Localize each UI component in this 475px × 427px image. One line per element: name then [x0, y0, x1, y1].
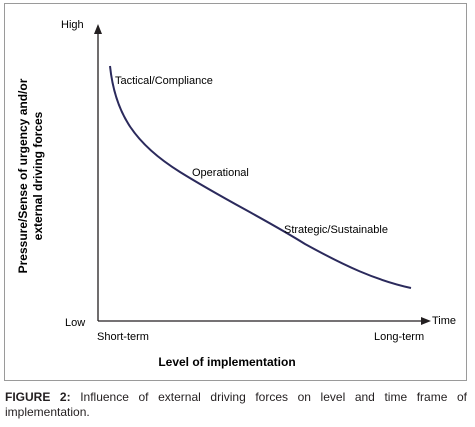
caption-text: Influence of external driving forces on … — [5, 390, 467, 419]
y-high-label: High — [61, 19, 84, 31]
x-time-label: Time — [432, 315, 456, 327]
diagram: High Low Short-term Long-term Time Level… — [16, 19, 456, 369]
figure-frame: High Low Short-term Long-term Time Level… — [4, 3, 467, 381]
strategic-sustainable-label: Strategic/Sustainable — [284, 224, 388, 236]
y-axis-title-line2: external driving forces — [31, 111, 45, 240]
implementation-curve — [109, 65, 412, 289]
y-axis-title-line1: Pressure/Sense of urgency and/or — [16, 78, 30, 273]
x-axis-arrow — [421, 317, 431, 325]
x-long-term-label: Long-term — [374, 331, 424, 343]
x-axis-title: Level of implementation — [158, 355, 295, 369]
y-low-label: Low — [65, 317, 85, 329]
figure-caption: FIGURE 2: Influence of external driving … — [5, 390, 467, 420]
operational-label: Operational — [192, 167, 249, 179]
x-short-term-label: Short-term — [97, 331, 149, 343]
y-axis-arrow — [94, 24, 102, 34]
tactical-compliance-label: Tactical/Compliance — [115, 75, 213, 87]
caption-label: FIGURE 2: — [5, 390, 71, 404]
